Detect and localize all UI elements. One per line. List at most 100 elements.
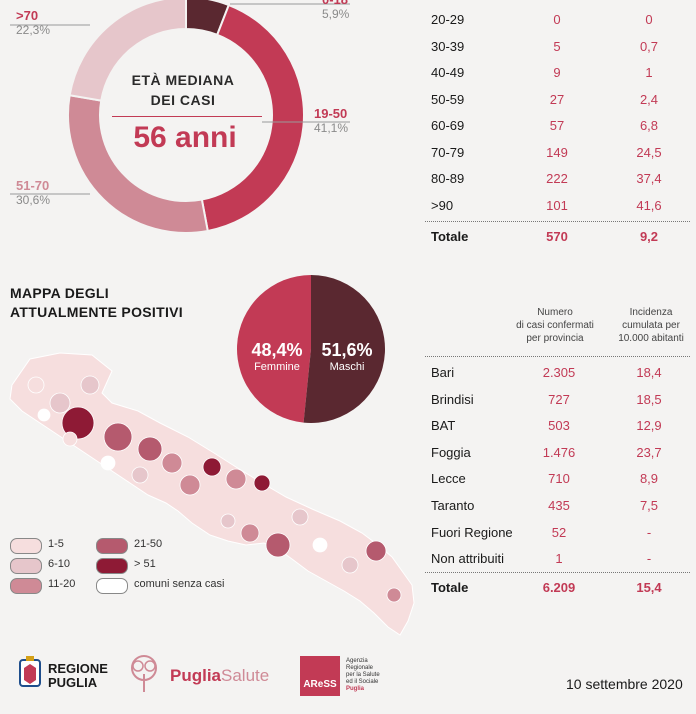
puglia-map xyxy=(9,352,415,636)
province-cases-cell: 1 xyxy=(555,551,563,567)
legend-label-6-10: 6-10 xyxy=(48,558,71,570)
age-cases-cell: 222 xyxy=(546,171,568,186)
province-incidence-cell: 8,9 xyxy=(639,471,659,487)
map-municipality xyxy=(220,513,236,529)
label-range-0-18: 0-18 xyxy=(322,0,349,7)
donut-hole xyxy=(100,29,272,201)
legend-label-11-20: 11-20 xyxy=(48,578,76,590)
male-pct: 51,6% xyxy=(321,340,373,360)
map-legend: 1-5 6-10 11-20 21-50 > 51 comuni senza c… xyxy=(0,530,260,600)
age-incidence-cell: 0 xyxy=(645,12,653,27)
puglia-region-shape xyxy=(9,352,415,636)
map-municipality xyxy=(80,375,100,395)
province-incidence-cell: - xyxy=(646,551,652,567)
age-cases-cell: 101 xyxy=(546,197,568,213)
puglia-salute-tree-icon xyxy=(131,655,157,692)
legend-label-21-50: 21-50 xyxy=(134,538,163,550)
legend-swatch-11-20 xyxy=(10,578,42,594)
regione-puglia-logo-text: REGIONE PUGLIA xyxy=(48,662,108,690)
province-cases-cell: 710 xyxy=(548,471,570,487)
female-label: Femmine xyxy=(254,361,300,373)
age-cases-cell: 0 xyxy=(553,12,561,27)
logo3-l2: Regionale xyxy=(346,665,374,671)
age-incidence-cell: 24,5 xyxy=(636,144,662,160)
col2-header-l3: 10.000 abitanti xyxy=(618,333,684,344)
age-cases-cell: 9 xyxy=(553,65,561,80)
map-municipality xyxy=(61,406,95,440)
province-col1-header: Numero di casi confermati per provincia xyxy=(505,306,605,345)
province-header-divider xyxy=(425,356,690,357)
footer: REGIONE PUGLIA PugliaSalute AReSS Agenzi… xyxy=(0,650,696,696)
province-incidence-cell: 18,4 xyxy=(636,365,662,380)
legend-label-over51: > 51 xyxy=(134,558,156,570)
col1-header-l3: per provincia xyxy=(526,333,584,344)
age-cases-cell: 27 xyxy=(549,91,565,107)
age-range-cell: 30-39 xyxy=(431,38,465,54)
donut-center-divider xyxy=(112,116,262,117)
male-label: Maschi xyxy=(329,361,365,373)
col1-header-l1: Numero xyxy=(537,307,573,318)
age-range-cell: 20-29 xyxy=(431,12,465,27)
map-municipality xyxy=(291,508,309,526)
age-total-incidence: 9,2 xyxy=(639,229,659,244)
gender-slice-female xyxy=(237,275,311,423)
age-cases-cell: 149 xyxy=(546,144,568,160)
age-range-cell: >90 xyxy=(431,197,454,213)
age-table: 20-29 0 0 30-39 5 0,7 40-49 9 1 50-59 27 2,4 60-69 57… xyxy=(425,0,690,250)
logo1-line1: REGIONE xyxy=(48,661,108,676)
province-incidence-cell: 23,7 xyxy=(636,444,662,460)
province-name-cell: Non attribuiti xyxy=(431,551,504,567)
donut-label-over70: >70 22,3% xyxy=(16,8,50,37)
province-col2-header: Incidenza cumulata per 10.000 abitanti xyxy=(611,306,691,345)
map-municipality xyxy=(137,436,163,462)
report-date: 10 settembre 2020 xyxy=(566,676,683,692)
legend-label-no-cases: comuni senza casi xyxy=(134,578,225,590)
province-incidence-cell: 18,5 xyxy=(636,391,662,407)
map-municipality xyxy=(100,455,116,471)
puglia-salute-logo-text: PugliaSalute xyxy=(170,666,269,686)
logo3-l1: Agenzia xyxy=(346,658,368,664)
female-pct: 48,4% xyxy=(251,340,303,360)
donut-center-line2: DEI CASI xyxy=(150,92,216,108)
logo3-mark: AReSS xyxy=(303,679,337,690)
age-incidence-cell: 37,4 xyxy=(636,171,662,186)
province-incidence-cell: - xyxy=(646,524,652,540)
donut-center-title: ETÀ MEDIANA DEI CASI xyxy=(108,70,258,110)
donut-label-51-70: 51-70 30,6% xyxy=(16,178,50,207)
map-municipality xyxy=(265,532,291,558)
gender-pie-chart xyxy=(237,275,386,423)
map-municipality xyxy=(312,537,328,553)
map-municipality xyxy=(131,466,149,484)
map-municipality xyxy=(202,457,222,477)
map-municipality xyxy=(62,431,78,447)
province-name-cell: Taranto xyxy=(431,498,475,513)
province-name-cell: Bari xyxy=(431,365,455,380)
legend-swatch-6-10 xyxy=(10,558,42,574)
province-cases-cell: 1.476 xyxy=(542,444,576,460)
logo3-l4: ed il Sociale xyxy=(346,679,379,685)
age-range-cell: 50-59 xyxy=(431,91,465,107)
legend-swatch-1-5 xyxy=(10,538,42,554)
gender-male-block: 51,6% Maschi xyxy=(312,340,382,373)
age-range-cell: 80-89 xyxy=(431,171,465,186)
province-incidence-cell: 7,5 xyxy=(639,498,659,513)
province-total-cases: 6.209 xyxy=(542,580,576,595)
label-range-51-70: 51-70 xyxy=(16,178,50,193)
col1-header-l2: di casi confermati xyxy=(516,320,594,331)
province-total-divider xyxy=(425,572,690,573)
province-incidence-cell: 12,9 xyxy=(636,418,662,434)
logo2-puglia: Puglia xyxy=(170,666,222,685)
map-municipality xyxy=(240,523,260,543)
map-municipality xyxy=(253,474,271,492)
map-municipality xyxy=(225,468,247,490)
age-cases-cell: 57 xyxy=(549,118,565,133)
map-municipality xyxy=(103,422,133,452)
label-range-over70: >70 xyxy=(16,8,39,23)
province-name-cell: BAT xyxy=(431,418,456,434)
label-pct-51-70: 30,6% xyxy=(16,193,51,207)
age-incidence-cell: 1 xyxy=(645,65,653,80)
age-range-cell: 70-79 xyxy=(431,144,465,160)
map-title-line2: ATTUALMENTE POSITIVI xyxy=(10,304,183,320)
legend-swatch-21-50 xyxy=(96,538,128,554)
label-pct-over70: 22,3% xyxy=(16,23,51,37)
